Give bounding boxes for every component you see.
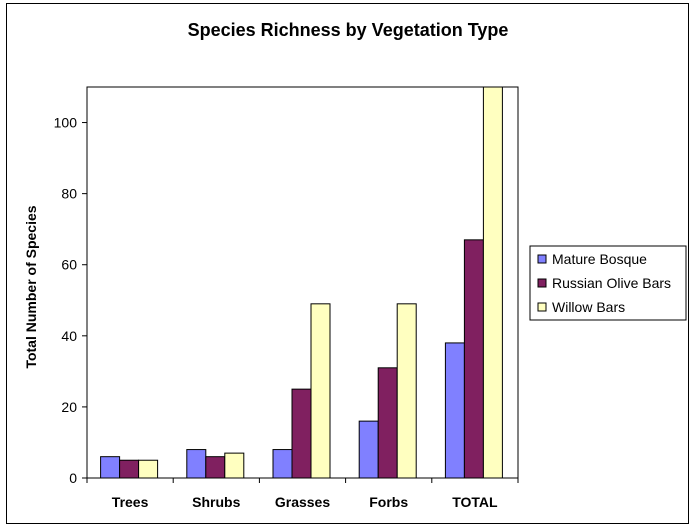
bar <box>463 239 484 479</box>
legend-label: Russian Olive Bars <box>552 275 671 291</box>
bar <box>100 456 121 479</box>
bars <box>100 86 503 479</box>
bar <box>224 452 245 479</box>
y-tick-label: 100 <box>54 115 78 131</box>
bar <box>310 303 331 479</box>
legend: Mature Bosque Russian Olive Bars Willow Ba… <box>529 245 687 321</box>
y-tick-label: 20 <box>61 399 77 415</box>
legend-swatch <box>537 254 547 264</box>
legend-label: Willow Bars <box>552 299 625 315</box>
bar <box>358 420 379 479</box>
bar <box>444 342 465 479</box>
y-axis-label: Total Number of Species <box>23 205 39 368</box>
legend-label: Mature Bosque <box>552 251 647 267</box>
y-axis-ticks: 0 20 40 60 80 100 <box>54 115 87 486</box>
legend-swatch <box>537 278 547 288</box>
bar <box>119 459 140 479</box>
x-tick-label: Grasses <box>275 494 330 510</box>
x-tick-label: TOTAL <box>452 494 498 510</box>
x-tick-label: Trees <box>112 494 149 510</box>
y-tick-label: 60 <box>61 257 77 273</box>
bar <box>291 388 312 479</box>
bar <box>138 459 159 479</box>
x-axis-ticks: Trees Shrubs Grasses Forbs TOTAL <box>86 478 519 510</box>
legend-box <box>529 245 687 321</box>
legend-swatch <box>537 302 547 312</box>
x-tick-label: Forbs <box>369 494 408 510</box>
chart-title: Species Richness by Vegetation Type <box>187 20 509 40</box>
bar <box>396 303 417 479</box>
bar <box>272 449 293 479</box>
x-tick-label: Shrubs <box>192 494 240 510</box>
bar <box>482 86 503 479</box>
y-tick-label: 40 <box>61 328 77 344</box>
y-tick-label: 80 <box>61 186 77 202</box>
bar <box>377 367 398 479</box>
bar <box>186 449 207 479</box>
bar <box>205 456 226 479</box>
y-tick-label: 0 <box>69 470 77 486</box>
